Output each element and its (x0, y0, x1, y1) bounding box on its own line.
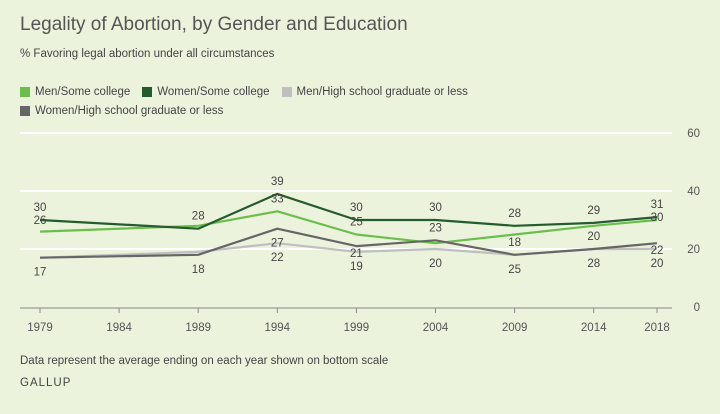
x-tick-label: 1984 (106, 322, 132, 334)
x-tick-label: 1989 (185, 322, 211, 334)
data-label: 33 (271, 193, 284, 205)
data-label: 18 (508, 237, 521, 249)
series-line-0 (39, 210, 658, 245)
legend-item: Women/High school graduate or less (20, 101, 223, 120)
x-tick-label: 2009 (502, 322, 528, 334)
data-label: 21 (350, 248, 363, 260)
legend-swatch (20, 86, 30, 97)
x-tick-label: 2004 (423, 322, 449, 334)
data-label: 28 (587, 258, 600, 270)
legend-label: Men/Some college (35, 85, 131, 98)
x-tick-label: 1979 (27, 322, 53, 334)
legend-label: Men/High school graduate or less (296, 85, 468, 98)
data-label: 22 (271, 252, 284, 264)
data-label: 22 (651, 245, 664, 257)
data-label: 39 (271, 176, 284, 188)
series-line-3 (39, 227, 658, 259)
x-tick-label: 1994 (265, 322, 291, 334)
chart-subtitle: % Favoring legal abortion under all circ… (20, 48, 275, 60)
data-label: 30 (350, 202, 363, 214)
series-line-1 (39, 192, 658, 230)
legend-item: Men/High school graduate or less (281, 82, 468, 101)
legend-item: Men/Some college (20, 82, 130, 101)
data-label: 31 (651, 199, 664, 211)
data-label: 26 (34, 215, 47, 227)
data-label: 29 (587, 205, 600, 217)
data-label: 20 (651, 258, 664, 270)
data-label: 19 (350, 261, 363, 273)
legend-item: Women/Some college (142, 82, 270, 101)
legend-swatch (20, 105, 30, 116)
source-label: GALLUP (20, 377, 72, 389)
data-label: 30 (34, 202, 47, 214)
y-tick-label: 40 (687, 186, 700, 198)
legend: Men/Some college Women/Some college Men/Hi… (20, 82, 680, 120)
data-label: 27 (271, 238, 284, 250)
x-tick-label: 2014 (581, 322, 607, 334)
data-label: 25 (508, 264, 521, 276)
legend-label: Women/Some college (157, 85, 270, 98)
data-label: 25 (350, 217, 363, 229)
data-label: 28 (192, 211, 205, 223)
data-label: 30 (429, 202, 442, 214)
x-tick-label: 1999 (344, 322, 370, 334)
data-label: 17 (34, 267, 47, 279)
data-label: 30 (651, 212, 664, 224)
x-tick-label: 2018 (644, 322, 670, 334)
data-label: 20 (587, 231, 600, 243)
y-tick-label: 0 (694, 302, 700, 314)
chart-title: Legality of Abortion, by Gender and Educ… (20, 14, 408, 35)
data-label: 23 (429, 222, 442, 234)
data-label: 18 (192, 264, 205, 276)
data-label: 28 (508, 208, 521, 220)
footnote: Data represent the average ending on eac… (20, 355, 389, 367)
data-label: 20 (429, 258, 442, 270)
y-tick-label: 20 (687, 244, 700, 256)
y-tick-label: 60 (687, 128, 700, 140)
legend-swatch (281, 86, 292, 97)
legend-swatch (142, 86, 153, 97)
legend-label: Women/High school graduate or less (35, 104, 224, 117)
